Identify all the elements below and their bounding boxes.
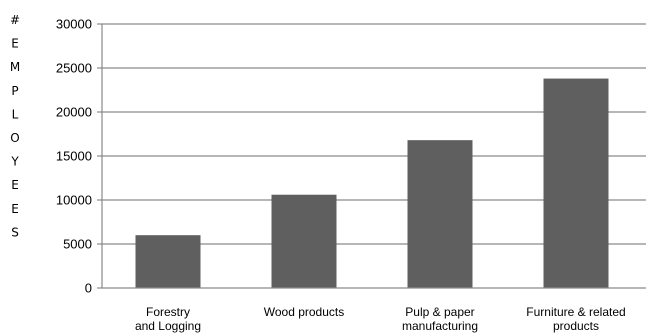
- axes: [101, 24, 646, 289]
- y-axis-label-letter: L: [12, 107, 19, 121]
- x-tick-label-line: manufacturing: [402, 319, 478, 333]
- bars: [135, 78, 609, 288]
- bar: [135, 235, 201, 288]
- x-tick-label: Furniture & related products: [526, 305, 625, 333]
- y-axis-label-letter: P: [11, 84, 18, 98]
- x-tick-label-line: Furniture & related: [526, 305, 625, 319]
- y-axis-label-letter: M: [10, 60, 20, 74]
- y-tick-labels: 0 5000 10000 15000 20000 25000 30000: [56, 17, 92, 296]
- y-axis-label-letter: E: [11, 178, 19, 192]
- y-tick-label: 30000: [56, 17, 92, 32]
- y-tick-label: 0: [85, 281, 92, 296]
- y-tick-label: 20000: [56, 105, 92, 120]
- y-axis-label-letter: Y: [10, 155, 19, 169]
- bar: [271, 194, 337, 288]
- bar: [407, 140, 473, 288]
- y-tick-label: 15000: [56, 149, 92, 164]
- y-axis-label-letter: O: [10, 131, 19, 145]
- x-tick-label: Pulp & paper manufacturing: [402, 305, 478, 333]
- x-tick-label-line: Pulp & paper: [405, 305, 474, 319]
- x-tick-label-line: and Logging: [135, 319, 201, 333]
- bar: [543, 78, 609, 288]
- y-axis-label-letter: #: [10, 13, 20, 27]
- x-tick-label: Forestry and Logging: [135, 305, 201, 333]
- y-axis-label-letter: E: [11, 37, 19, 51]
- y-tick-label: 5000: [63, 237, 92, 252]
- y-axis-label-letter: S: [11, 225, 19, 239]
- x-tick-label-line: products: [553, 319, 599, 333]
- x-tick-label: Wood products: [264, 305, 345, 319]
- y-axis-label-letter: E: [11, 202, 19, 216]
- x-tick-label-line: Wood products: [264, 305, 345, 319]
- x-tick-labels: Forestry and Logging Wood products Pulp & p…: [135, 305, 626, 333]
- y-tick-label: 25000: [56, 61, 92, 76]
- x-tick-label-line: Forestry: [146, 305, 190, 319]
- y-tick-label: 10000: [56, 193, 92, 208]
